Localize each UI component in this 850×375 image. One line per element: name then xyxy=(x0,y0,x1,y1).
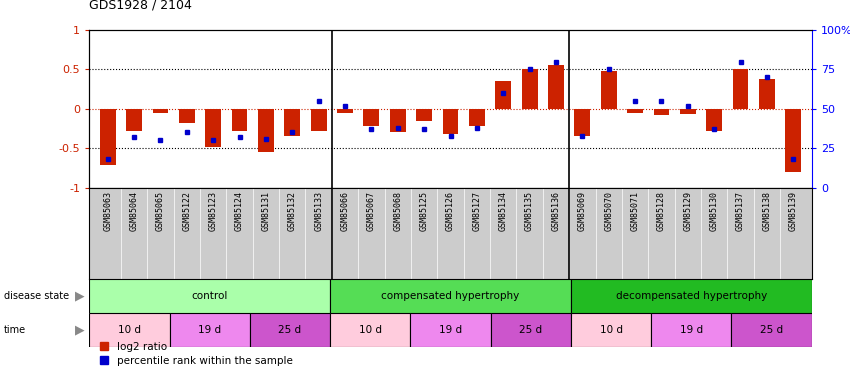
Text: GSM85128: GSM85128 xyxy=(657,191,666,231)
Text: 25 d: 25 d xyxy=(519,325,542,335)
Text: GSM85066: GSM85066 xyxy=(341,191,349,231)
Bar xyxy=(601,71,616,109)
Text: GSM85138: GSM85138 xyxy=(762,191,772,231)
Bar xyxy=(411,313,490,347)
Text: GSM85129: GSM85129 xyxy=(683,191,692,231)
Text: GSM85063: GSM85063 xyxy=(103,191,112,231)
Legend: log2 ratio, percentile rank within the sample: log2 ratio, percentile rank within the s… xyxy=(94,338,298,370)
Text: GSM85069: GSM85069 xyxy=(578,191,586,231)
Text: GSM85135: GSM85135 xyxy=(525,191,534,231)
Bar xyxy=(522,69,537,109)
Bar xyxy=(680,109,696,114)
Text: disease state: disease state xyxy=(4,291,70,301)
Text: compensated hypertrophy: compensated hypertrophy xyxy=(382,291,519,301)
Text: GSM85125: GSM85125 xyxy=(420,191,428,231)
Bar xyxy=(99,109,116,165)
Text: decompensated hypertrophy: decompensated hypertrophy xyxy=(615,291,767,301)
Bar xyxy=(575,109,590,136)
Bar xyxy=(205,109,221,147)
Bar xyxy=(759,79,775,109)
Text: GSM85126: GSM85126 xyxy=(446,191,455,231)
Bar xyxy=(232,109,247,131)
Text: GSM85070: GSM85070 xyxy=(604,191,613,231)
Text: GSM85134: GSM85134 xyxy=(499,191,507,231)
Bar xyxy=(416,109,432,121)
Bar xyxy=(89,313,169,347)
Text: GSM85071: GSM85071 xyxy=(631,191,639,231)
Text: GSM85130: GSM85130 xyxy=(710,191,719,231)
Bar xyxy=(443,109,458,134)
Bar xyxy=(651,313,732,347)
Bar xyxy=(785,109,802,172)
Bar xyxy=(490,313,571,347)
Bar xyxy=(330,313,411,347)
Bar xyxy=(126,109,142,131)
Bar xyxy=(496,81,511,109)
Text: GSM85133: GSM85133 xyxy=(314,191,323,231)
Bar xyxy=(571,279,812,313)
Bar xyxy=(548,65,564,109)
Text: ▶: ▶ xyxy=(76,324,85,336)
Text: 25 d: 25 d xyxy=(279,325,302,335)
Text: GSM85136: GSM85136 xyxy=(552,191,560,231)
Bar xyxy=(258,109,274,152)
Bar xyxy=(152,109,168,112)
Bar xyxy=(733,69,749,109)
Text: GSM85067: GSM85067 xyxy=(367,191,376,231)
Text: GSM85124: GSM85124 xyxy=(235,191,244,231)
Bar xyxy=(627,109,643,112)
Text: 19 d: 19 d xyxy=(680,325,703,335)
Text: GSM85137: GSM85137 xyxy=(736,191,745,231)
Bar xyxy=(337,109,353,114)
Bar xyxy=(89,279,330,313)
Text: GSM85065: GSM85065 xyxy=(156,191,165,231)
Text: GSM85123: GSM85123 xyxy=(209,191,218,231)
Text: time: time xyxy=(4,325,26,335)
Text: 10 d: 10 d xyxy=(118,325,141,335)
Bar xyxy=(364,109,379,126)
Text: ▶: ▶ xyxy=(76,290,85,303)
Bar xyxy=(250,313,330,347)
Bar xyxy=(654,109,669,115)
Text: control: control xyxy=(191,291,228,301)
Text: 19 d: 19 d xyxy=(439,325,462,335)
Text: GSM85132: GSM85132 xyxy=(288,191,297,231)
Bar xyxy=(732,313,812,347)
Bar xyxy=(285,109,300,136)
Text: GSM85068: GSM85068 xyxy=(394,191,402,231)
Text: 10 d: 10 d xyxy=(599,325,622,335)
Bar xyxy=(706,109,722,131)
Bar xyxy=(390,109,405,132)
Text: 25 d: 25 d xyxy=(760,325,783,335)
Text: GSM85139: GSM85139 xyxy=(789,191,798,231)
Bar xyxy=(169,313,250,347)
Text: 19 d: 19 d xyxy=(198,325,221,335)
Text: GSM85127: GSM85127 xyxy=(473,191,481,231)
Text: 10 d: 10 d xyxy=(359,325,382,335)
Text: GDS1928 / 2104: GDS1928 / 2104 xyxy=(89,0,192,11)
Bar xyxy=(571,313,651,347)
Text: GSM85064: GSM85064 xyxy=(129,191,139,231)
Text: GSM85131: GSM85131 xyxy=(262,191,270,231)
Bar xyxy=(311,109,326,131)
Bar xyxy=(330,279,571,313)
Bar xyxy=(178,109,195,123)
Text: GSM85122: GSM85122 xyxy=(182,191,191,231)
Bar xyxy=(469,109,484,126)
